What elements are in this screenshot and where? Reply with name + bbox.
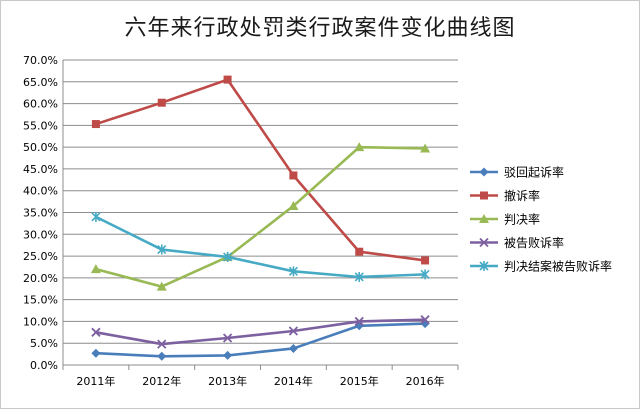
star-marker — [223, 251, 233, 262]
x-marker — [222, 333, 233, 343]
triangle-marker — [420, 143, 431, 153]
diamond-marker — [157, 351, 167, 361]
y-tick-label: 50.0% — [23, 141, 58, 154]
y-tick-label: 55.0% — [23, 119, 58, 132]
star-marker — [479, 261, 489, 271]
star-marker — [91, 211, 101, 222]
x-marker — [420, 315, 430, 325]
x-tick-label: 2016年 — [406, 374, 445, 388]
series-2 — [91, 75, 430, 265]
y-tick-label: 70.0% — [23, 54, 58, 67]
series-line — [95, 318, 426, 346]
star-marker — [157, 244, 167, 255]
x-tick-label: 2012年 — [142, 374, 181, 388]
diamond-marker — [288, 343, 298, 353]
square-marker — [289, 171, 298, 180]
legend-label: 撤诉率 — [504, 188, 540, 203]
square-marker — [91, 120, 100, 129]
y-tick-label: 35.0% — [23, 207, 58, 220]
x-tick-label: 2011年 — [76, 374, 115, 388]
x-tick-label: 2015年 — [340, 374, 379, 388]
x-marker — [91, 327, 101, 337]
series-5 — [91, 211, 430, 282]
y-tick-label: 20.0% — [23, 272, 58, 285]
legend-item: 被告败诉率 — [470, 235, 564, 250]
series-lines — [90, 75, 431, 361]
triangle-marker — [156, 281, 167, 291]
y-tick-label: 40.0% — [23, 185, 58, 198]
legend-label: 判决率 — [504, 212, 540, 227]
chart-title: 六年来行政处罚类行政案件变化曲线图 — [124, 16, 516, 41]
series-line — [95, 322, 426, 358]
series-line — [95, 215, 426, 279]
series-line — [95, 145, 426, 288]
axes: 0.0% 5.0% 10.0% 15.0% 20.0% 25.0% 30.0% 35.0% 40… — [23, 54, 459, 388]
legend-label: 驳回起诉率 — [504, 165, 564, 180]
square-marker — [480, 191, 488, 200]
square-marker — [355, 247, 364, 256]
x-marker — [288, 326, 299, 336]
square-marker — [421, 256, 430, 265]
x-marker — [157, 339, 167, 349]
series-line — [95, 78, 426, 262]
x-marker — [354, 316, 364, 327]
triangle-marker — [354, 142, 365, 152]
triangle-marker — [288, 200, 299, 210]
y-tick-label: 0.0% — [30, 359, 58, 372]
triangle-marker — [479, 214, 489, 223]
star-marker — [288, 266, 298, 277]
series-1 — [91, 319, 430, 361]
y-tick-label: 25.0% — [23, 250, 58, 263]
y-tick-label: 65.0% — [23, 76, 58, 89]
series-3 — [90, 142, 431, 291]
legend-item: 驳回起诉率 — [470, 165, 564, 180]
y-tick-label: 45.0% — [23, 163, 58, 176]
y-tick-label: 30.0% — [23, 228, 58, 241]
x-marker — [479, 237, 489, 248]
gridlines — [63, 59, 458, 344]
legend-item: 判决结案被告败诉率 — [470, 259, 612, 274]
legend-label: 被告败诉率 — [504, 235, 564, 250]
legend-label: 判决结案被告败诉率 — [504, 259, 612, 274]
triangle-marker — [90, 264, 101, 274]
series-4 — [91, 315, 430, 349]
y-tick-label: 5.0% — [30, 337, 58, 350]
y-tick-label: 10.0% — [23, 315, 58, 328]
star-marker — [420, 269, 430, 280]
y-tick-label: 15.0% — [23, 294, 58, 307]
star-marker — [354, 271, 364, 282]
x-tick-label: 2014年 — [274, 374, 313, 388]
diamond-marker — [223, 350, 233, 360]
legend-item: 判决率 — [470, 212, 540, 227]
y-tick-label: 60.0% — [23, 98, 58, 111]
square-marker — [223, 75, 232, 84]
x-tick-label: 2013年 — [208, 374, 247, 388]
diamond-marker — [91, 348, 101, 358]
diamond-marker — [479, 167, 489, 177]
legend-item: 撤诉率 — [470, 188, 540, 203]
square-marker — [157, 98, 166, 107]
